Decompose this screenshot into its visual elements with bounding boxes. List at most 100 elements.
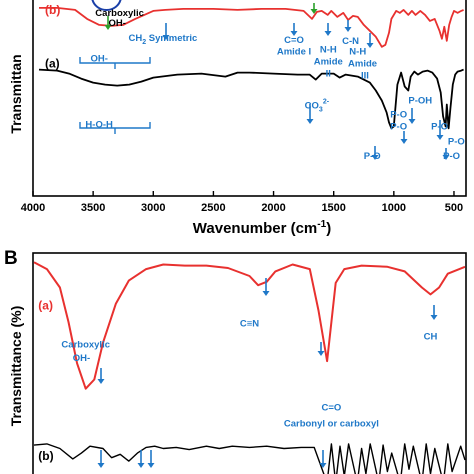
panel-a-annotation-4-c-o: C=O — [284, 35, 304, 46]
panel-b-annotation-4-carbonyl-or-carboxyl: Carbonyl or carboxyl — [284, 419, 379, 430]
panel-a-annotation-10-n-h: N-H — [349, 47, 366, 58]
annotation-main: P-O — [431, 121, 448, 132]
annotation-main: P-O — [390, 121, 407, 132]
x-tick-label-2000: 2000 — [261, 202, 285, 214]
panel-a-series-label-a: (a) — [45, 57, 60, 71]
panel-a-annotation-2-oh: OH- — [108, 18, 125, 29]
panel-a-po-arrow-1-head — [400, 139, 408, 144]
panel-a-co3-arrow-head — [306, 119, 314, 124]
annotation-main: P-O — [443, 151, 460, 162]
x-tick-label-1000: 1000 — [382, 202, 406, 214]
panel-a-x-axis-label-close: ) — [326, 220, 331, 237]
annotation-main: CO — [305, 100, 319, 111]
x-tick-label-3000: 3000 — [141, 202, 165, 214]
panel-a: 4000 3500 3000 2500 2000 1500 1000 500 C=O Carbo… — [8, 0, 467, 237]
x-tick-label-2500: 2500 — [201, 202, 225, 214]
panel-a-annotation-14-h-o-h: H-O-H — [85, 119, 113, 130]
annotation-main: OH- — [108, 18, 125, 29]
annotation-main: Carboxylic — [95, 8, 144, 19]
panel-b-lower-arrow-4-head — [319, 463, 327, 468]
panel-b-co-arrow-head — [317, 351, 325, 356]
panel-a-oh-bracket — [79, 57, 151, 69]
annotation-main: III — [361, 71, 369, 82]
panel-b-lower-arrow-1-head — [97, 463, 105, 468]
panel-a-annotation-20-p-o: P-O — [448, 136, 465, 147]
panel-a-series — [38, 7, 464, 130]
panel-a-annotation-11-amide: Amide — [348, 59, 377, 70]
panel-b-lower-arrow-3-head — [147, 463, 155, 468]
panel-b-series — [33, 261, 466, 474]
panel-a-annotation-21-p-o: P-O — [364, 151, 381, 162]
panel-a-oh-loop-mark — [91, 0, 122, 11]
x-tick-label-4000: 4000 — [21, 202, 45, 214]
annotation-main: N-H — [349, 47, 366, 58]
panel-b-ch-arrow-head — [430, 315, 438, 320]
annotation-main: P-OH — [408, 95, 432, 106]
panel-b-arrows — [97, 278, 438, 468]
panel-a-hoh-bracket — [79, 122, 151, 134]
panel-a-annotation-19-p-o: P-O — [431, 121, 448, 132]
annotation-main: C-N — [342, 36, 359, 47]
panel-a-amide3-arrow-head — [366, 43, 374, 48]
panel-a-annotation-6-n-h: N-H — [320, 45, 337, 56]
panel-b-annotation-1-carboxylic: Carboxylic — [61, 339, 110, 350]
panel-a-annotation-16-p-oh: P-OH — [408, 95, 432, 106]
panel-b-y-axis-label: Transmittance (%) — [8, 306, 24, 427]
panel-b-plot-frame — [32, 252, 467, 474]
annotation-main: CH — [128, 33, 142, 44]
panel-a-annotation-9-c-n: C-N — [342, 36, 359, 47]
panel-a-amide1-arrow-head — [290, 31, 298, 36]
panel-a-annotation-18-p-o: P-O — [390, 121, 407, 132]
panel-b: B C≡N Carboxylic OH- C=O Carbonyl or carboxy… — [4, 248, 467, 474]
panel-b-annotation-0-c-n: C≡N — [240, 319, 259, 330]
panel-b-annotation-2-oh: OH- — [73, 353, 90, 364]
annotation-sub: 3 — [319, 106, 323, 113]
panel-b-annotation-5-ch: CH — [424, 331, 438, 342]
annotation-main: C=O — [284, 35, 304, 46]
panel-b-series-line-b — [33, 443, 466, 474]
panel-a-co-top-arrow-head — [310, 9, 318, 14]
panel-a-series-labels: (b) (a) — [45, 3, 60, 71]
panel-a-annotation-13-oh: OH- — [90, 54, 107, 65]
panel-b-annotation-3-c-o: C=O — [321, 403, 341, 414]
panel-a-annotation-12-iii: III — [361, 71, 369, 82]
annotation-main: II — [326, 69, 331, 80]
annotation-tail: Symmetric — [146, 33, 197, 44]
panel-a-plot-frame — [32, 0, 467, 197]
panel-a-poh-arrow-head — [408, 119, 416, 124]
annotation-main: H-O-H — [85, 119, 113, 130]
panel-a-x-axis-label-sup: -1 — [317, 219, 326, 230]
panel-a-annotation-7-amide: Amide — [314, 57, 343, 68]
panel-a-annotation-5-amide-i: Amide I — [277, 47, 311, 58]
panel-a-po-arrow-4-head — [371, 155, 379, 160]
annotation-main: Amide — [314, 57, 343, 68]
panel-a-series-label-b: (b) — [45, 3, 60, 17]
panel-b-cn-arrow-head — [262, 291, 270, 296]
panel-a-x-ticks: 4000 3500 3000 2500 2000 1500 1000 500 — [21, 191, 463, 214]
annotation-sub: 2 — [142, 39, 146, 46]
x-tick-label-3500: 3500 — [81, 202, 105, 214]
panel-a-x-axis-label: Wavenumber (cm-1) — [193, 219, 331, 237]
panel-a-annotation-15-co: CO32- — [305, 98, 330, 113]
panel-b-lower-arrow-2-head — [137, 463, 145, 468]
panel-a-annotation-1-carboxylic: Carboxylic — [95, 8, 144, 19]
panel-a-carboxylic-arrow-head — [104, 25, 112, 30]
panel-a-annotation-22-p-o: P-O — [443, 151, 460, 162]
panel-a-annotation-17-p-o: P-O — [390, 109, 407, 120]
panel-a-amide2-arrow-head — [324, 31, 332, 36]
panel-a-annotation-3-ch: CH2 Symmetric — [128, 33, 197, 46]
panel-a-po-arrow-3-head — [442, 155, 450, 160]
panel-b-series-label-b: (b) — [38, 449, 53, 463]
panel-a-series-line-b — [39, 7, 464, 48]
panel-b-series-labels: (a) (b) — [38, 298, 53, 463]
panel-b-series-label-a: (a) — [38, 298, 53, 312]
panel-a-x-axis-label-main: Wavenumber (cm — [193, 220, 317, 237]
panel-a-series-line-a — [38, 68, 464, 130]
x-tick-label-500: 500 — [445, 202, 463, 214]
annotation-main: P-O — [448, 136, 465, 147]
annotation-main: P-O — [390, 109, 407, 120]
panel-a-cn-arrow-head — [344, 27, 352, 32]
panel-b-label: B — [4, 248, 18, 269]
x-tick-label-1500: 1500 — [321, 202, 345, 214]
